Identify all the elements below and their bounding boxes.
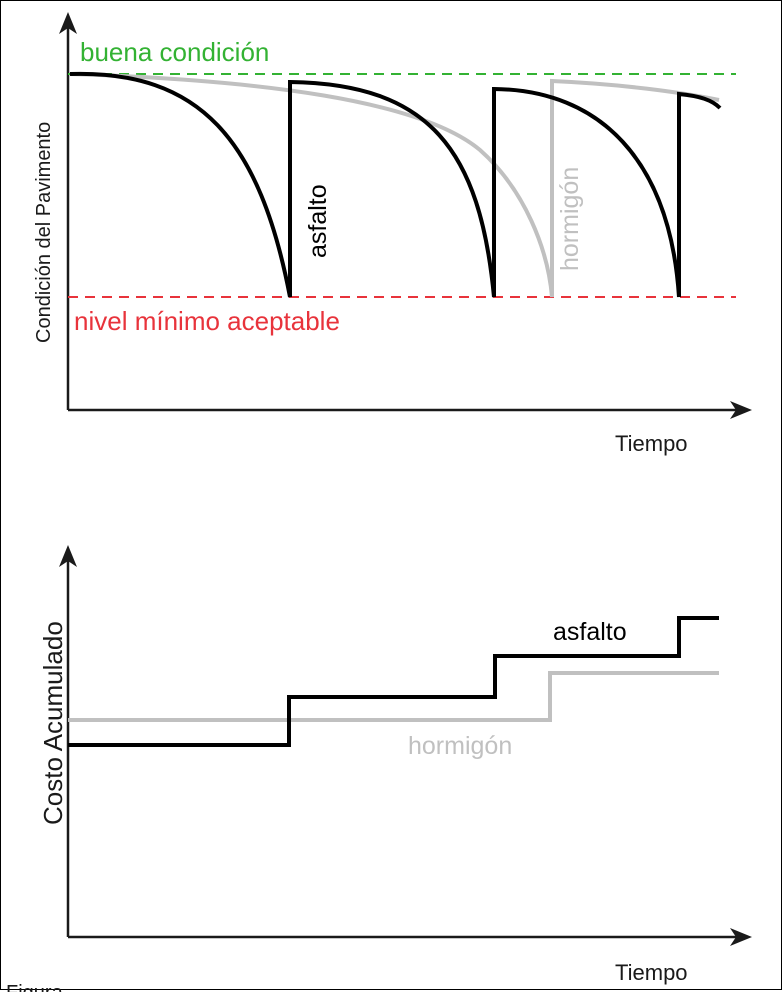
asfalto-cost-curve: [68, 616, 719, 747]
cost-x-axis-arrow: [730, 928, 752, 946]
condition-x-axis-arrow: [730, 401, 752, 419]
cost-chart: Costo Acumulado Tiempo asfalto hormigón: [38, 545, 752, 985]
hormigon-cost-label: hormigón: [408, 732, 512, 760]
condition-chart: buena condición nivel mínimo aceptable C…: [33, 12, 752, 456]
asfalto-condition-curve: [69, 71, 722, 298]
hormigon-series-label: hormigón: [556, 167, 584, 271]
cost-y-label: Costo Acumulado: [38, 621, 68, 825]
cost-y-axis-arrow: [59, 545, 77, 567]
minimum-acceptable-label: nivel mínimo aceptable: [74, 306, 340, 336]
figure-caption-fragment: Figura: [6, 982, 64, 992]
asfalto-cost-label: asfalto: [553, 618, 627, 646]
hormigon-cost-curve: [68, 671, 719, 722]
condition-y-label: Condición del Pavimento: [33, 122, 55, 343]
good-condition-label: buena condición: [80, 37, 269, 67]
asfalto-series-label: asfalto: [304, 184, 332, 258]
condition-x-label: Tiempo: [615, 431, 688, 456]
hormigon-condition-curve: [69, 72, 720, 298]
cost-x-label: Tiempo: [615, 960, 688, 985]
condition-y-axis-arrow: [59, 12, 77, 34]
